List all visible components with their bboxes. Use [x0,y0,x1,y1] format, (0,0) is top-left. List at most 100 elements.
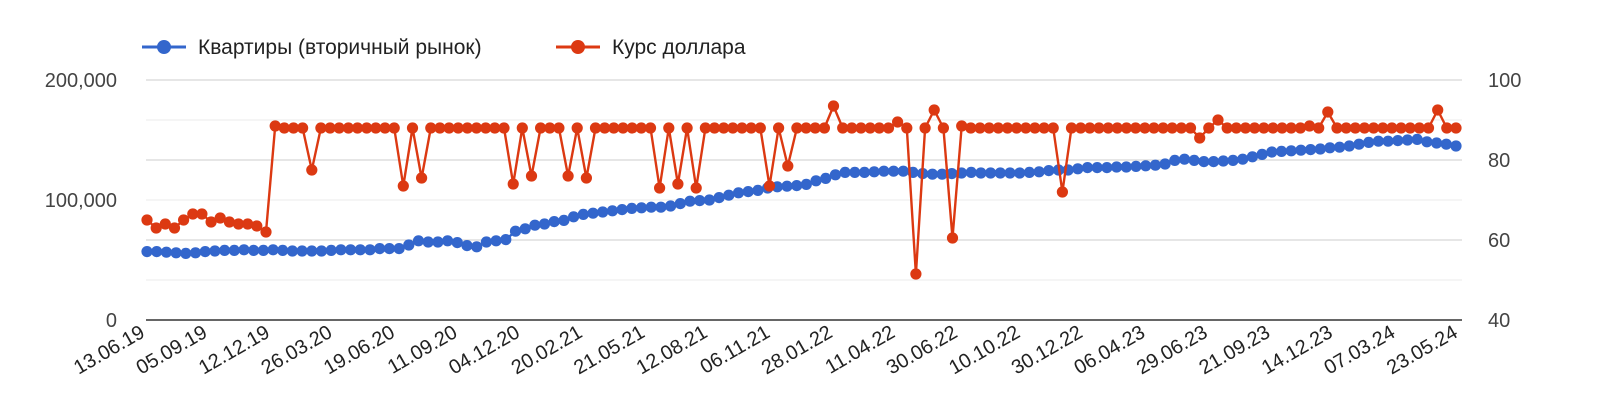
data-point [189,247,202,259]
data-point [1157,122,1169,134]
data-point [1334,141,1346,153]
data-point [1004,167,1016,179]
data-point [1203,122,1215,134]
data-point [425,122,437,134]
data-point [718,122,730,134]
data-point [1401,134,1414,146]
data-point [519,223,531,235]
data-point [1392,135,1404,147]
data-point [1130,160,1142,172]
data-point [589,122,602,134]
data-point [180,247,192,259]
data-point [703,194,716,206]
legend-swatch-marker [157,40,171,54]
data-point [1148,122,1160,134]
data-point [443,122,455,134]
series-1 [141,133,1462,259]
data-point [406,122,419,134]
data-point [858,166,871,178]
y-left-tick-label: 200,000 [45,70,117,92]
data-point [839,166,851,178]
data-point [297,122,309,134]
x-tick-label: 20.02.21 [508,321,586,379]
data-point [800,178,812,190]
gridlines [146,79,1462,321]
data-point [1386,122,1398,134]
data-point [1267,122,1279,134]
data-point [242,218,254,230]
data-point [397,180,409,192]
data-point [451,237,463,249]
data-point [674,198,686,210]
data-point [141,246,153,258]
data-point [1239,122,1252,134]
data-point [470,122,483,134]
data-point [335,244,347,256]
data-point [1411,133,1423,145]
data-point [644,122,657,134]
data-point [888,165,900,177]
data-point [864,122,876,134]
data-point [606,205,619,217]
data-point [946,168,958,180]
data-point [946,232,959,244]
data-point [267,244,279,256]
data-point [525,170,538,182]
x-tick-label: 29.06.23 [1133,321,1211,379]
data-point [956,120,968,132]
data-point [1217,155,1229,167]
data-point [1249,122,1261,134]
data-point [260,226,272,238]
x-tick-label: 23.05.24 [1383,321,1461,379]
data-point [471,241,483,253]
data-point [168,222,181,234]
data-point [287,122,300,134]
data-point [489,122,501,134]
data-point [1258,122,1270,134]
data-point [974,122,986,134]
data-point [818,122,831,134]
data-point [1421,136,1433,148]
data-point [151,246,163,258]
data-point [345,244,357,256]
data-point [599,122,611,134]
data-point [1313,122,1325,134]
data-point [1422,122,1435,134]
data-point [616,204,628,216]
data-point [432,236,444,248]
data-point [324,122,336,134]
data-point [379,122,391,134]
data-point [897,165,909,177]
x-tick-label: 30.12.22 [1008,321,1086,379]
data-point [159,218,171,230]
data-point [544,122,556,134]
data-point [992,122,1004,134]
data-point [580,172,593,184]
data-point [855,122,867,134]
data-point [1075,122,1087,134]
data-point [354,244,366,256]
data-point [315,122,327,134]
data-point [1353,138,1365,150]
data-point [597,206,609,218]
x-tick-label: 30.06.22 [883,321,961,379]
data-point [937,122,950,134]
data-point [325,244,337,256]
data-point [1065,122,1078,134]
x-tick-label: 06.04.23 [1070,321,1148,379]
data-point [645,201,657,213]
data-point [1159,158,1171,170]
data-point [277,244,289,256]
data-point [626,202,638,214]
data-point [178,214,190,226]
x-tick-label: 12.08.21 [633,321,711,379]
data-point [1324,142,1336,154]
data-point [509,225,522,237]
data-point [553,122,565,134]
data-point [1440,138,1452,150]
data-point [1322,106,1334,118]
data-point [1184,122,1197,134]
data-point [754,122,766,134]
data-point [1056,186,1068,198]
